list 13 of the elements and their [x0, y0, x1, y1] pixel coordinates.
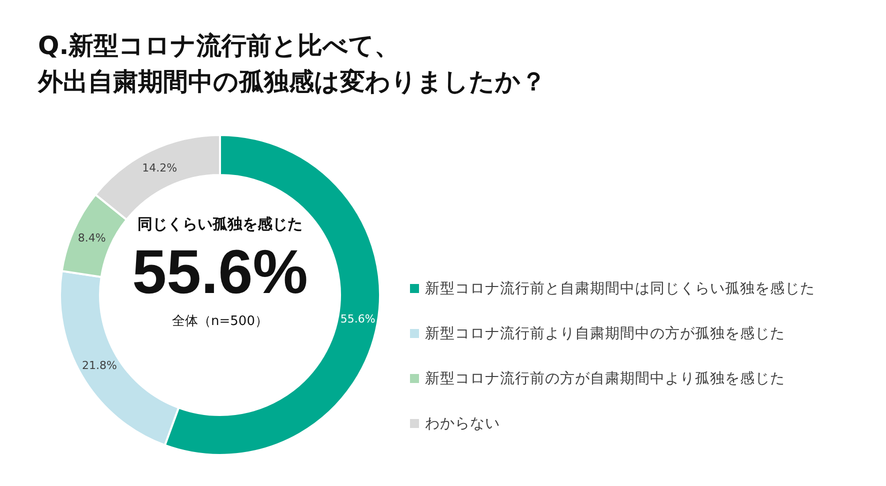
legend-label: 新型コロナ流行前と自粛期間中は同じくらい孤独を感じた: [425, 280, 815, 298]
chart-title: Q.新型コロナ流行前と比べて、: [38, 30, 401, 62]
data-label: 8.4%: [78, 231, 106, 244]
data-label: 14.2%: [142, 162, 178, 175]
legend-label: わからない: [425, 415, 500, 433]
data-label: 55.6%: [340, 312, 376, 326]
text: 全体（n=500）: [171, 313, 269, 330]
data-label: 21.8%: [82, 359, 117, 372]
text: 55.6%: [131, 238, 309, 308]
legend-label: 新型コロナ流行前より自粛期間中の方が孤独を感じた: [425, 324, 785, 343]
chart-subtitle: 外出自粛期間中の孤独感は変わりましたか？: [38, 66, 546, 98]
legend-label: 新型コロナ流行前の方が自粛期間中より孤独を感じた: [425, 370, 785, 388]
text: 同じくらい孤独を感じた: [136, 215, 304, 234]
